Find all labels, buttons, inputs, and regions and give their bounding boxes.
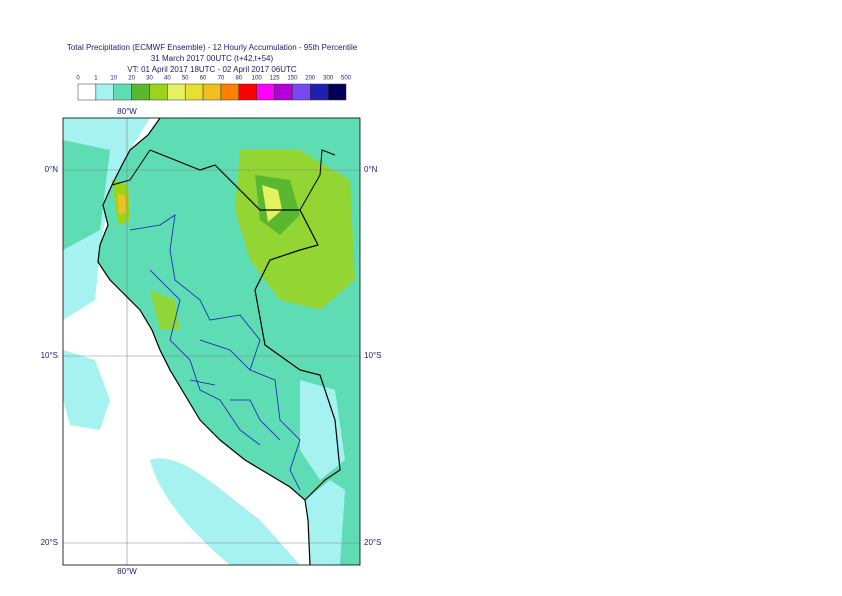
colorbar-label: 125 bbox=[270, 76, 281, 82]
colorbar-label: 200 bbox=[305, 76, 316, 82]
title: Total Precipitation (ECMWF Ensemble) - 1… bbox=[67, 43, 358, 52]
colorbar-label: 60 bbox=[200, 76, 207, 82]
colorbar-label: 70 bbox=[218, 76, 225, 82]
lat-label: 10°S bbox=[364, 351, 381, 360]
valid-time: VT: 01 April 2017 18UTC - 02 April 2017 … bbox=[127, 65, 297, 74]
colorbar-label: 10 bbox=[110, 76, 117, 82]
colorbar-swatch bbox=[184, 83, 204, 101]
colorbar-label: 50 bbox=[182, 76, 189, 82]
colorbar-swatch bbox=[327, 83, 347, 101]
lat-label: 20°S bbox=[41, 538, 58, 547]
colorbar-swatch bbox=[113, 83, 132, 101]
subtitle: 31 March 2017 00UTC (t+42,t+54) bbox=[151, 54, 274, 63]
colorbar-swatch bbox=[238, 83, 257, 101]
colorbar-label: 100 bbox=[252, 76, 263, 82]
colorbar-swatch bbox=[256, 83, 275, 101]
colorbar-swatch bbox=[131, 83, 150, 101]
colorbar-swatch bbox=[77, 83, 97, 101]
lon-label: 80°W bbox=[117, 107, 137, 116]
colorbar-label: 40 bbox=[164, 76, 171, 82]
lat-label: 0°N bbox=[45, 165, 59, 174]
lat-label: 10°S bbox=[41, 351, 58, 360]
colorbar: 0 1 10 20 30 40 50 60 70 80 100 125 150 200 300 500 bbox=[76, 76, 352, 101]
colorbar-swatch bbox=[310, 83, 329, 101]
map-frame bbox=[62, 117, 361, 566]
colorbar-label: 300 bbox=[323, 76, 334, 82]
lat-label: 20°S bbox=[364, 538, 381, 547]
colorbar-label: 80 bbox=[235, 76, 242, 82]
colorbar-swatch bbox=[167, 83, 186, 101]
colorbar-label: 0 bbox=[76, 76, 80, 82]
lon-label: 80°W bbox=[117, 567, 137, 576]
colorbar-label: 1 bbox=[94, 76, 98, 82]
colorbar-swatch bbox=[274, 83, 293, 101]
colorbar-label: 30 bbox=[146, 76, 153, 82]
colorbar-label: 20 bbox=[128, 76, 135, 82]
colorbar-label: 500 bbox=[341, 76, 352, 82]
colorbar-swatch bbox=[95, 83, 114, 101]
colorbar-label: 150 bbox=[287, 76, 298, 82]
colorbar-swatch bbox=[292, 83, 311, 101]
lat-label: 0°N bbox=[364, 165, 378, 174]
colorbar-swatch bbox=[220, 83, 240, 101]
map bbox=[63, 118, 360, 565]
colorbar-swatch bbox=[149, 83, 168, 101]
colorbar-swatch bbox=[202, 83, 222, 101]
